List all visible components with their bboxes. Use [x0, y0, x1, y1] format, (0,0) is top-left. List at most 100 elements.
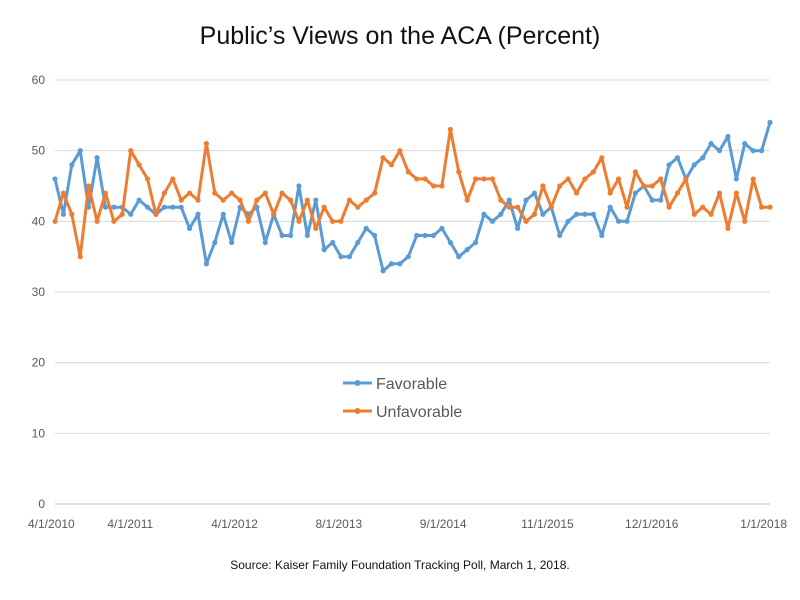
unfavorable-point	[212, 190, 218, 196]
unfavorable-point	[649, 183, 655, 189]
y-tick-label: 10	[32, 426, 46, 440]
x-tick-label: 1/1/2018	[740, 517, 787, 531]
favorable-point	[144, 204, 151, 210]
favorable-point	[615, 218, 622, 224]
x-tick-label: 4/1/2010	[28, 517, 75, 531]
unfavorable-point	[767, 204, 773, 210]
unfavorable-point	[186, 190, 193, 196]
unfavorable-point	[641, 183, 647, 189]
favorable-point	[430, 232, 437, 239]
favorable-point	[666, 162, 672, 168]
favorable-point	[422, 232, 428, 239]
favorable-point	[649, 197, 655, 203]
series-layer	[52, 119, 773, 274]
favorable-point	[725, 133, 731, 140]
y-axis-tick-labels: 0 10 20 30 40 50 60	[32, 73, 46, 511]
unfavorable-point	[69, 211, 75, 217]
unfavorable-point	[708, 211, 714, 217]
favorable-point	[52, 176, 58, 182]
unfavorable-point	[237, 197, 243, 203]
favorable-point	[658, 197, 664, 203]
unfavorable-point	[94, 218, 100, 224]
favorable-point	[607, 204, 613, 210]
unfavorable-point	[439, 183, 445, 189]
favorable-point	[582, 211, 588, 217]
unfavorable-point	[338, 218, 344, 224]
favorable-point	[60, 211, 67, 217]
favorable-point	[439, 225, 445, 231]
chart-title: Public’s Views on the ACA (Percent)	[199, 22, 601, 50]
favorable-point	[632, 190, 639, 196]
unfavorable-point	[279, 190, 285, 196]
favorable-point	[489, 218, 496, 224]
favorable-point	[338, 254, 344, 260]
favorable-point	[472, 239, 479, 246]
favorable-point	[397, 261, 403, 267]
unfavorable-point	[658, 176, 664, 182]
unfavorable-point	[254, 197, 260, 203]
unfavorable-point	[111, 218, 117, 224]
favorable-point	[170, 204, 176, 210]
favorable-point	[523, 197, 529, 203]
unfavorable-point	[262, 190, 268, 196]
unfavorable-point	[203, 141, 210, 147]
unfavorable-point	[414, 176, 420, 182]
favorable-point	[296, 183, 302, 189]
unfavorable-point	[750, 176, 756, 182]
favorable-point	[346, 254, 353, 260]
unfavorable-point	[456, 169, 462, 175]
y-tick-label: 50	[32, 144, 46, 158]
favorable-point	[758, 148, 765, 154]
gridlines	[55, 79, 770, 505]
unfavorable-point	[498, 197, 504, 203]
favorable-point	[750, 148, 756, 154]
unfavorable-point	[170, 176, 176, 182]
favorable-point	[94, 155, 100, 161]
favorable-point	[212, 239, 218, 246]
unfavorable-point	[557, 183, 563, 189]
unfavorable-point	[304, 197, 310, 203]
unfavorable-point	[742, 218, 748, 224]
favorable-point	[279, 232, 285, 239]
favorable-point	[414, 232, 420, 239]
unfavorable-point	[481, 176, 487, 182]
unfavorable-point	[733, 190, 739, 196]
unfavorable-point	[52, 218, 58, 224]
unfavorable-point	[119, 211, 125, 217]
legend: Favorable Unfavorable	[343, 376, 462, 421]
unfavorable-point	[506, 204, 512, 210]
favorable-point	[161, 204, 167, 210]
favorable-point	[540, 211, 546, 217]
favorable-point	[304, 232, 310, 239]
unfavorable-point	[691, 211, 697, 217]
unfavorable-point	[86, 183, 92, 189]
unfavorable-point	[77, 254, 83, 260]
unfavorable-point	[229, 190, 235, 196]
unfavorable-point	[313, 225, 319, 231]
favorable-point	[481, 211, 487, 217]
unfavorable-point	[531, 211, 538, 217]
favorable-point	[506, 197, 512, 203]
x-tick-label: 8/1/2013	[315, 517, 362, 531]
x-tick-label: 9/1/2014	[420, 517, 467, 531]
unfavorable-point	[624, 204, 630, 210]
unfavorable-point	[388, 162, 395, 168]
unfavorable-point	[464, 197, 470, 203]
unfavorable-point	[178, 197, 184, 203]
favorable-point	[77, 148, 83, 154]
favorable-point	[388, 261, 395, 267]
favorable-point	[321, 247, 327, 253]
unfavorable-point	[540, 183, 546, 189]
unfavorable-point	[472, 176, 479, 182]
source-note: Source: Kaiser Family Foundation Trackin…	[230, 558, 570, 572]
unfavorable-point	[489, 176, 496, 182]
favorable-point	[405, 254, 411, 260]
favorable-point	[380, 268, 386, 274]
y-tick-label: 20	[32, 356, 46, 370]
favorable-point	[708, 141, 714, 147]
favorable-point	[456, 254, 462, 260]
unfavorable-point	[380, 155, 386, 161]
favorable-point	[767, 119, 773, 125]
unfavorable-point	[372, 190, 378, 196]
